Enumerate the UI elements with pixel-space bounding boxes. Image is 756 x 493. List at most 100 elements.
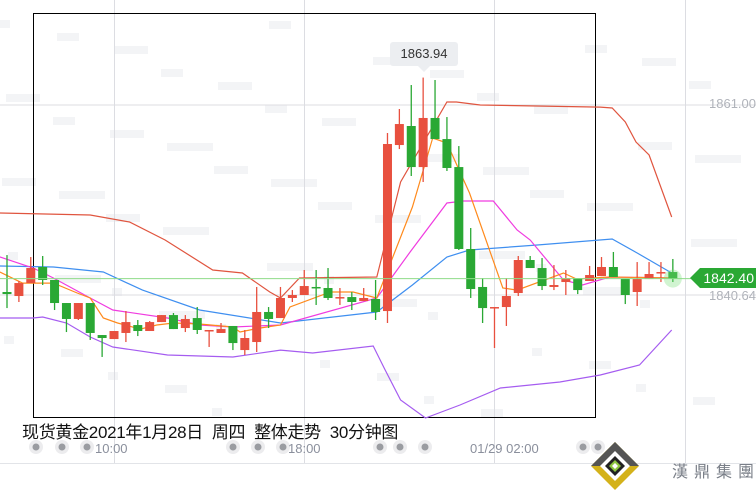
candle — [228, 325, 238, 351]
candle-body — [585, 275, 595, 281]
upper_band-line — [0, 101, 673, 299]
candle-body — [287, 294, 297, 298]
watermark-block — [110, 130, 144, 138]
candle-body — [26, 268, 36, 284]
watermark-block — [265, 105, 287, 113]
watermark-block — [583, 287, 629, 295]
candle — [406, 85, 416, 177]
x-tick-label: 18:00 — [288, 441, 321, 456]
candle — [608, 251, 618, 277]
candle-body — [597, 267, 606, 277]
watermark-block — [108, 372, 118, 380]
watermark-block — [589, 361, 611, 369]
candle — [133, 320, 143, 337]
candle-body — [418, 117, 428, 168]
watermark-block — [161, 69, 183, 77]
candle-body — [228, 325, 238, 344]
candle-body — [525, 260, 535, 269]
candle — [299, 269, 309, 295]
axis-dot — [229, 443, 237, 451]
candle — [2, 255, 12, 309]
candle-body — [2, 292, 12, 295]
candle-body — [14, 283, 24, 297]
candle-body — [573, 278, 583, 291]
candle-body — [489, 307, 499, 309]
candle-body — [668, 272, 678, 279]
candle-body — [454, 167, 464, 249]
candle-body — [644, 273, 654, 280]
candle-body — [311, 286, 321, 289]
candle — [109, 331, 119, 340]
candle-body — [240, 338, 250, 351]
watermark-block — [320, 360, 330, 368]
candle-body — [549, 285, 559, 287]
axis-dot — [83, 443, 91, 451]
candle — [264, 307, 274, 329]
watermark-block — [61, 349, 83, 357]
watermark-block — [479, 251, 525, 259]
candle — [145, 321, 155, 332]
candle — [180, 315, 190, 333]
y-tick-label: 1861.00 — [709, 96, 756, 111]
candle-body — [608, 267, 618, 277]
watermark-block — [536, 264, 546, 272]
candle — [287, 290, 297, 302]
watermark-block — [642, 58, 676, 66]
candle — [252, 286, 262, 353]
candle-body — [632, 279, 642, 293]
highlight-frame — [33, 13, 596, 418]
candle-body — [501, 296, 511, 308]
candle — [632, 262, 642, 307]
candle-body — [216, 329, 226, 333]
candle — [430, 79, 440, 140]
candle-body — [513, 260, 523, 294]
watermark-block — [53, 117, 75, 125]
candle-body — [299, 286, 309, 295]
candle — [549, 265, 559, 291]
candle-body — [478, 286, 488, 309]
watermark-block — [8, 252, 18, 260]
candle-body — [656, 272, 666, 274]
candle — [50, 279, 60, 311]
watermark-block — [106, 214, 140, 222]
candle-body — [38, 267, 48, 280]
candle-body — [620, 279, 630, 295]
candle — [359, 287, 369, 302]
candle-body — [61, 303, 71, 319]
candle — [323, 268, 333, 301]
watermark-block — [214, 166, 248, 174]
candle-body — [157, 315, 167, 323]
watermark-block — [481, 409, 503, 417]
watermark-block — [693, 397, 715, 405]
candle — [537, 258, 547, 291]
candle — [240, 329, 250, 355]
candle-body — [109, 331, 119, 340]
watermark-block — [114, 46, 148, 54]
axis-dot — [594, 443, 602, 451]
candle — [525, 255, 535, 269]
candle-body — [537, 268, 547, 287]
candle — [454, 146, 464, 251]
candle — [466, 227, 476, 298]
candle-body — [85, 303, 95, 333]
axis-dot — [421, 443, 429, 451]
candle — [168, 313, 178, 330]
candle — [14, 280, 24, 302]
candle — [382, 132, 392, 323]
candle — [597, 257, 606, 277]
watermark-block — [0, 20, 10, 28]
watermark-block — [59, 191, 105, 199]
current-price-glow — [663, 269, 682, 288]
candle — [513, 255, 523, 297]
watermark-block — [112, 288, 122, 296]
candle-body — [121, 322, 131, 333]
axis-dot — [32, 443, 40, 451]
watermark-block — [695, 155, 741, 163]
watermark-block — [377, 373, 399, 381]
candle — [478, 278, 488, 323]
watermark-block — [218, 82, 252, 90]
axis-dot — [58, 443, 66, 451]
watermark-block — [6, 94, 40, 102]
watermark-block — [483, 167, 529, 175]
candle-body — [192, 318, 202, 330]
